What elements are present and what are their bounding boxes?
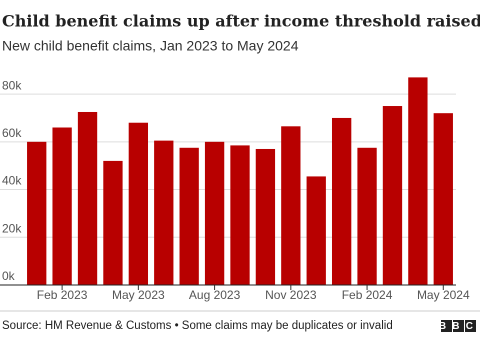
logo-box — [441, 320, 452, 332]
bar — [281, 126, 301, 285]
bar — [128, 122, 149, 286]
bar — [433, 113, 453, 285]
bar — [179, 147, 199, 285]
bar — [230, 145, 250, 285]
bar — [331, 117, 352, 285]
logo: BBC — [439, 321, 479, 332]
x-tick-label: Feb 2023 — [37, 288, 88, 302]
bar — [408, 77, 428, 286]
x-tick-label: May 2023 — [112, 288, 165, 302]
x-tick-label: May 2024 — [417, 288, 470, 302]
y-tick-label: 0k — [2, 269, 16, 283]
y-tick-label: 60k — [2, 126, 22, 140]
bar — [52, 127, 72, 285]
x-tick-label: Feb 2024 — [342, 288, 393, 302]
chart-title: Child benefit claims up after income thr… — [2, 12, 480, 31]
bar — [77, 111, 98, 285]
bar — [154, 140, 174, 285]
chart-subtitle: New child benefit claims, Jan 2023 to Ma… — [2, 38, 299, 54]
bar — [357, 147, 377, 285]
bar — [27, 141, 47, 285]
bar — [382, 106, 403, 285]
logo-box — [453, 320, 464, 332]
bar — [306, 176, 326, 285]
x-tick-label: Nov 2023 — [265, 288, 317, 302]
bar — [103, 160, 123, 285]
x-tick-label: Aug 2023 — [189, 288, 241, 302]
bar — [255, 148, 276, 285]
y-tick-label: 80k — [2, 78, 22, 92]
y-tick-label: 20k — [2, 221, 22, 235]
source: Source: HM Revenue & Customs • Some clai… — [2, 320, 393, 332]
bar — [204, 141, 225, 285]
y-tick-label: 40k — [2, 174, 22, 188]
logo-box — [465, 320, 476, 332]
